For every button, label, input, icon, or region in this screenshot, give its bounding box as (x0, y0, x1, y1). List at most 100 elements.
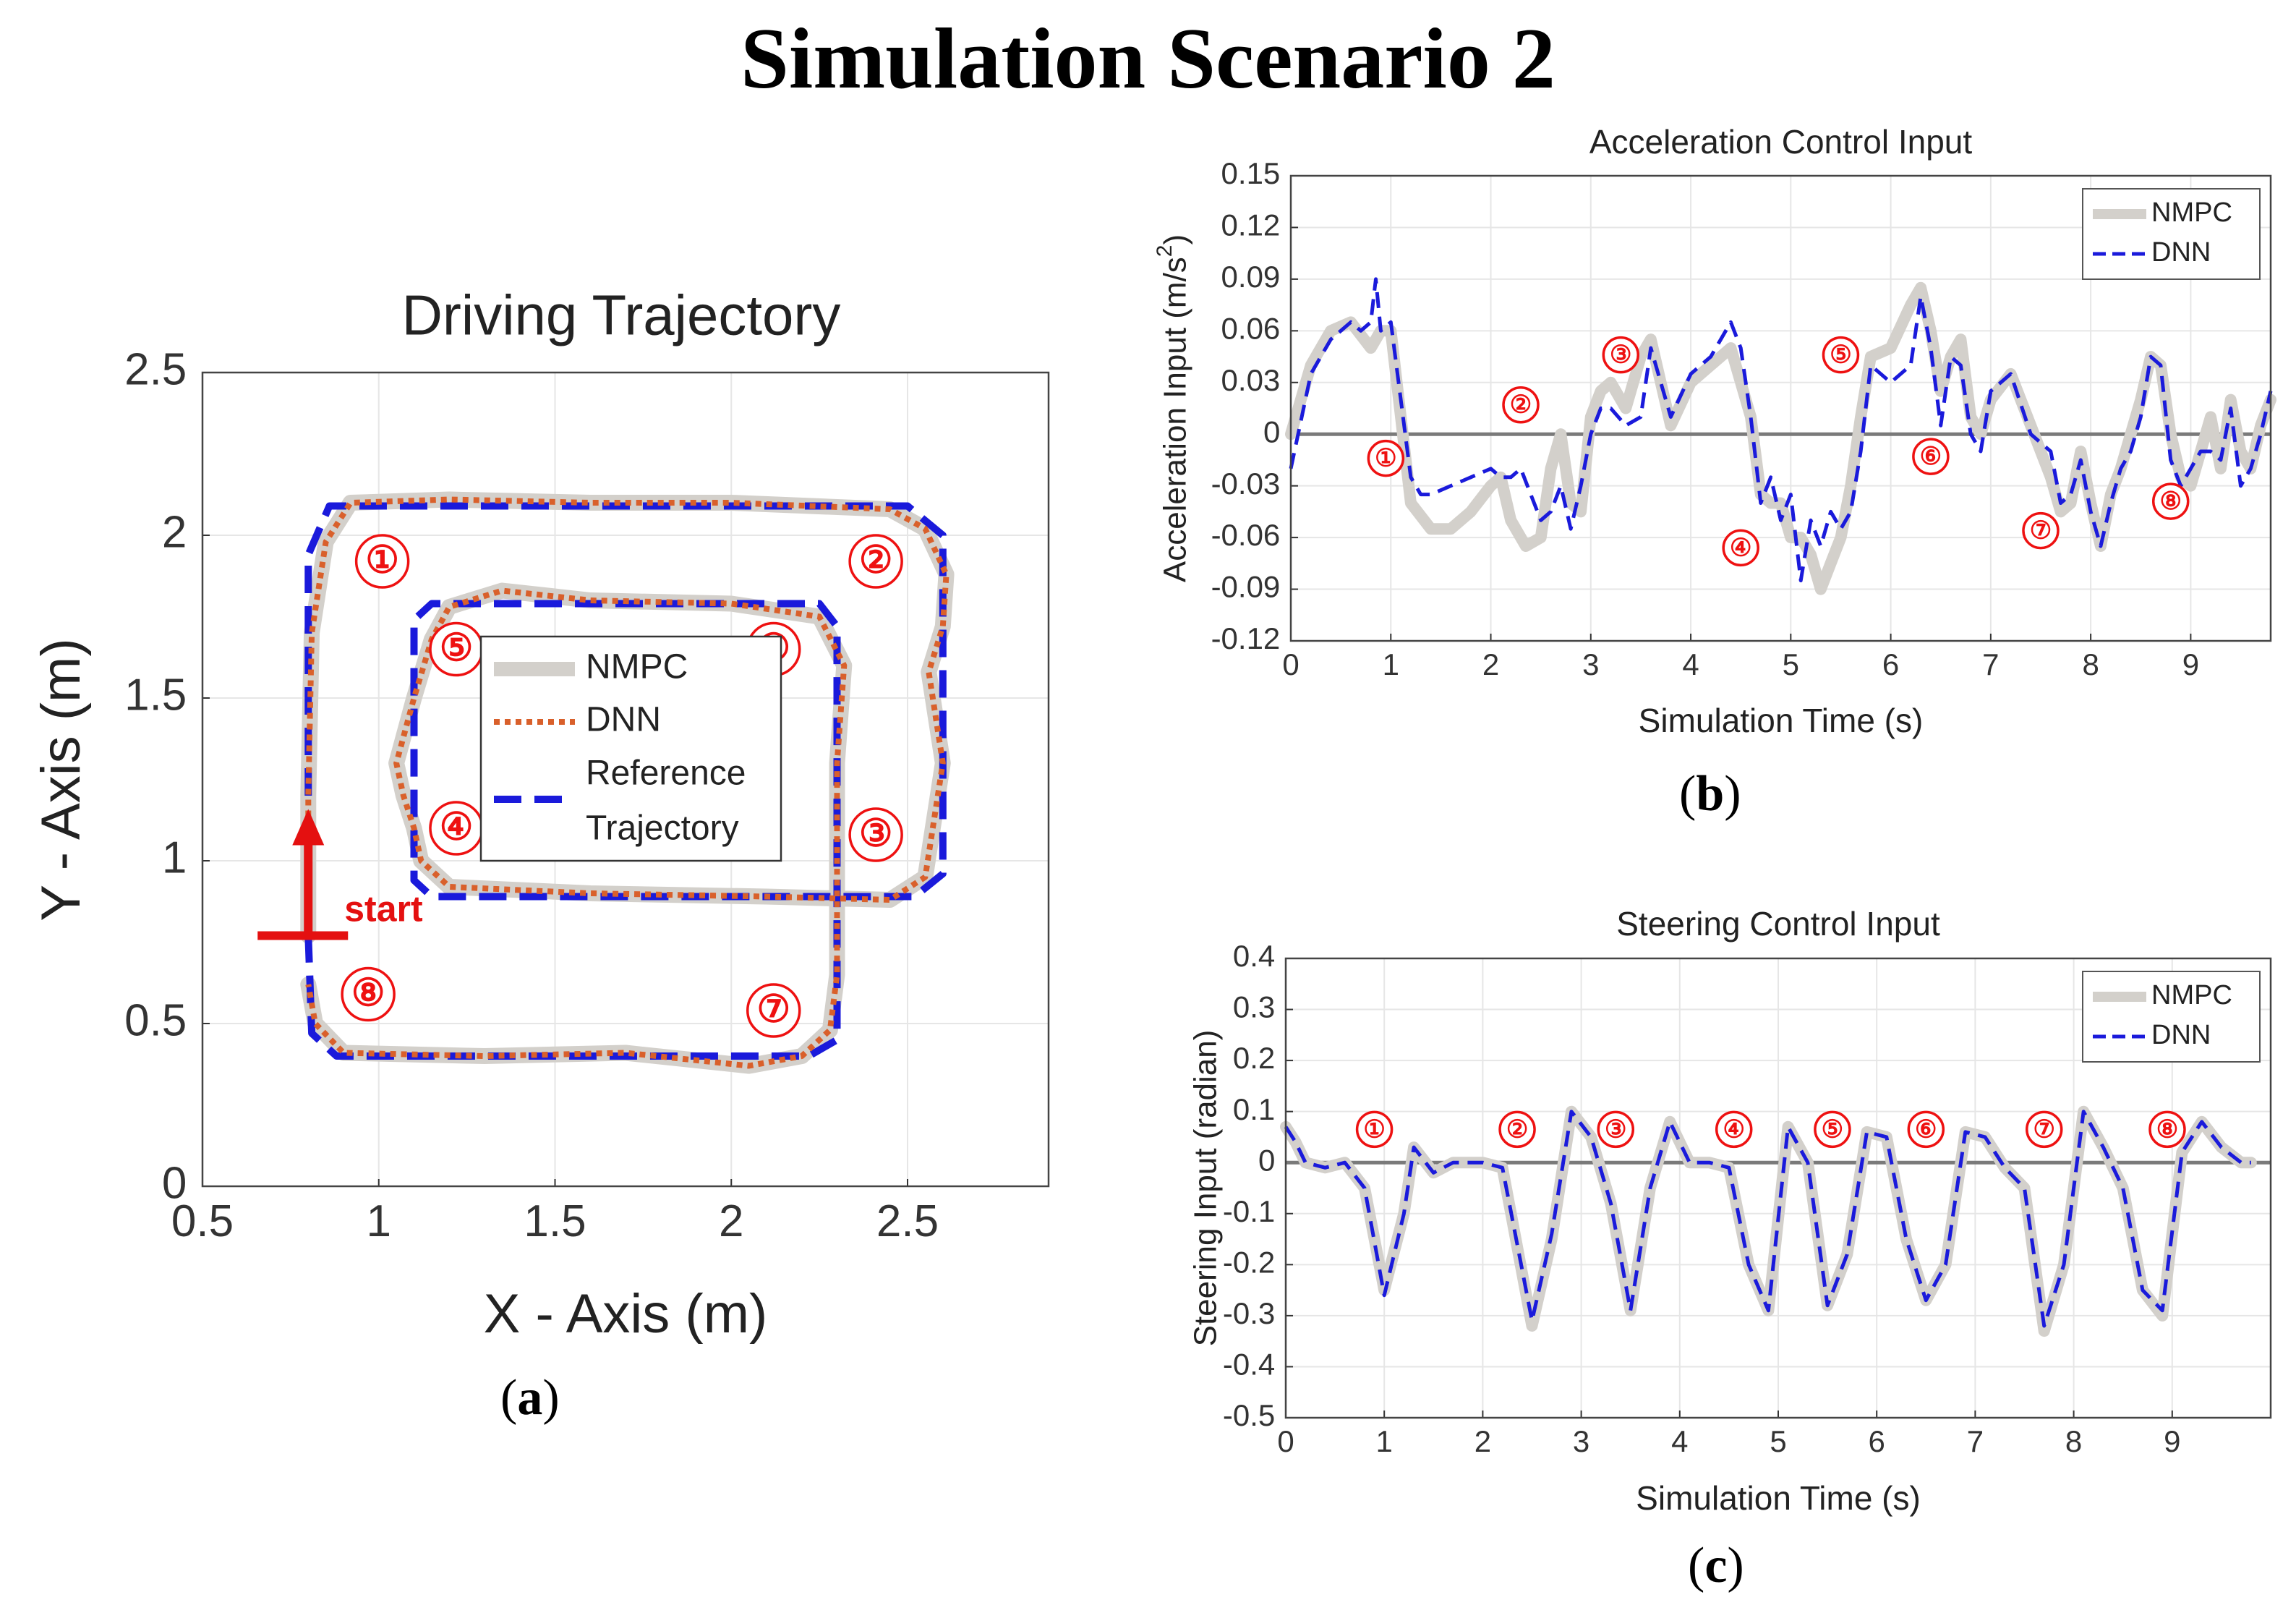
x-tick-label-b: 4 (1682, 647, 1699, 681)
legend-label-nmpc-a: NMPC (586, 648, 688, 686)
x-tick-label-b: 5 (1783, 647, 1799, 681)
y-tick-label-b: -0.12 (1211, 621, 1281, 655)
x-tick-label-b: 7 (1982, 647, 1999, 681)
y-tick-label-a: 1.5 (124, 670, 187, 720)
time-marker-c: ⑤ (1822, 1115, 1843, 1143)
axes-frame-b (1289, 174, 2272, 642)
x-tick-label-b: 1 (1383, 647, 1399, 681)
time-marker-b: ③ (1610, 341, 1631, 369)
legend-label-nmpc-c: NMPC (2151, 980, 2232, 1011)
time-marker-b: ② (1510, 391, 1532, 419)
x-tick-label-c: 8 (2065, 1424, 2082, 1458)
x-tick-label-c: 9 (2164, 1424, 2180, 1458)
position-marker-a-ring (354, 534, 410, 589)
time-marker-b: ⑦ (2030, 517, 2052, 545)
time-marker-b: ⑥ (1920, 443, 1942, 470)
time-marker-c-ring (1597, 1110, 1635, 1149)
legend-label-reference-a: Reference (586, 754, 746, 793)
legend-label-nmpc-b: NMPC (2151, 197, 2232, 228)
time-marker-b-ring (1602, 336, 1640, 374)
position-marker-a-ring (848, 534, 903, 589)
time-marker-c-ring (1814, 1110, 1851, 1149)
legend-label-dnn-b: DNN (2151, 237, 2211, 268)
time-marker-c: ⑦ (2033, 1115, 2054, 1143)
y-tick-label-b: 0.03 (1221, 363, 1281, 397)
time-marker-b-ring (2022, 511, 2060, 550)
x-tick-label-b: 6 (1882, 647, 1899, 681)
position-marker-a: ⑧ (351, 972, 385, 1014)
x-tick-label-c: 1 (1376, 1424, 1393, 1458)
x-tick-label-b: 3 (1582, 647, 1599, 681)
time-marker-b-ring (1502, 386, 1540, 424)
x-axis-label-c: Simulation Time (s) (1636, 1479, 1921, 1517)
position-marker-a: ① (365, 540, 399, 582)
y-tick-label-c: 0.1 (1233, 1092, 1275, 1126)
position-marker-a-ring (746, 983, 801, 1038)
time-marker-b-ring (1367, 439, 1405, 477)
y-tick-label-a: 2 (162, 507, 187, 557)
start-label: start (344, 889, 423, 929)
time-marker-c-ring (1715, 1110, 1753, 1149)
y-tick-label-b: 0.12 (1221, 208, 1281, 242)
nmpc-series-line-b (1285, 281, 2276, 595)
y-tick-label-a: 0 (162, 1158, 187, 1208)
legend-label-dnn-a: DNN (586, 701, 661, 739)
time-marker-c: ⑧ (2156, 1115, 2178, 1143)
x-tick-label-a: 1.5 (524, 1196, 586, 1246)
legend-label-dnn-c: DNN (2151, 1020, 2211, 1050)
time-marker-c: ③ (1605, 1115, 1626, 1143)
axes-frame-a (201, 371, 1050, 1188)
y-tick-label-c: 0.2 (1233, 1041, 1275, 1075)
time-marker-b-ring (1722, 529, 1759, 567)
y-tick-label-a: 2.5 (124, 344, 187, 394)
y-tick-label-c: 0.4 (1233, 939, 1275, 973)
x-tick-label-c: 4 (1671, 1424, 1688, 1458)
x-tick-label-c: 2 (1475, 1424, 1491, 1458)
time-marker-c: ④ (1723, 1115, 1744, 1143)
position-marker-a-ring (848, 807, 903, 862)
x-tick-label-a: 1 (367, 1196, 391, 1246)
y-axis-label-a: Y - Axis (m) (30, 638, 92, 921)
x-tick-label-c: 6 (1869, 1424, 1885, 1458)
y-tick-label-b: -0.09 (1211, 570, 1281, 604)
time-marker-c: ② (1506, 1115, 1528, 1143)
y-tick-label-b: -0.06 (1211, 518, 1281, 552)
x-tick-label-b: 0 (1282, 647, 1299, 681)
time-marker-c: ⑥ (1915, 1115, 1937, 1143)
panel-label-b: (b) (1679, 766, 1741, 822)
y-tick-label-a: 0.5 (124, 995, 187, 1045)
y-tick-label-c: -0.2 (1223, 1245, 1275, 1279)
time-marker-b-ring (1822, 336, 1860, 374)
x-tick-label-b: 9 (2182, 647, 2199, 681)
y-tick-label-b: 0 (1263, 414, 1280, 448)
position-marker-a: ⑤ (440, 627, 474, 669)
figure-title: Simulation Scenario 2 (741, 10, 1555, 106)
y-tick-label-c: 0 (1258, 1143, 1275, 1177)
y-tick-label-c: -0.1 (1223, 1194, 1275, 1228)
y-axis-label-end-b: ) (1158, 234, 1193, 245)
time-marker-b-ring (2151, 482, 2190, 520)
time-marker-c: ① (1363, 1115, 1385, 1143)
position-marker-a: ⑦ (756, 989, 790, 1031)
y-tick-label-b: 0.06 (1221, 311, 1281, 345)
axes-frame-c (1284, 957, 2272, 1419)
y-tick-label-c: -0.3 (1223, 1296, 1275, 1330)
y-tick-label-c: -0.4 (1223, 1348, 1275, 1382)
dnn-trajectory-line (305, 496, 949, 1069)
x-tick-label-c: 3 (1573, 1424, 1589, 1458)
y-tick-label-b: 0.09 (1221, 260, 1281, 294)
y-axis-label-c: Steering Input (radian) (1188, 1030, 1224, 1347)
legend-box-c (2082, 971, 2261, 1063)
time-marker-b: ⑤ (1830, 341, 1851, 369)
x-tick-label-c: 7 (1967, 1424, 1984, 1458)
x-tick-label-c: 0 (1277, 1424, 1294, 1458)
y-tick-label-b: 0.15 (1221, 156, 1281, 190)
y-tick-label-b: -0.03 (1211, 467, 1281, 501)
dnn-series-line-b (1289, 277, 2273, 583)
x-axis-label-a: X - Axis (m) (484, 1283, 768, 1345)
legend-label-trajectory-a: Trajectory (586, 809, 739, 848)
panel-label-c: (c) (1688, 1538, 1744, 1594)
position-marker-a: ② (859, 540, 893, 582)
x-tick-label-b: 2 (1482, 647, 1499, 681)
